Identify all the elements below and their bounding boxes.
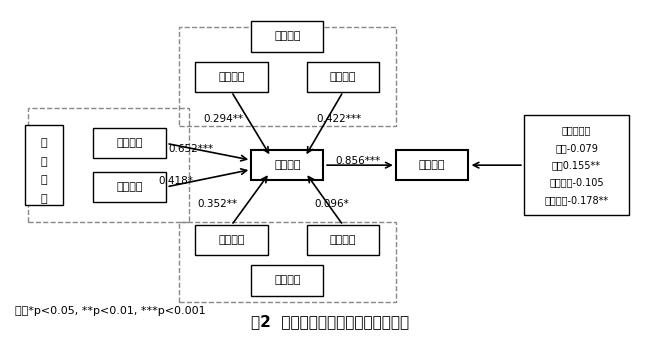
Text: 群聚效应: 群聚效应 — [330, 235, 356, 245]
Text: 0.422***: 0.422*** — [316, 114, 361, 124]
Text: 态度因素: 态度因素 — [274, 31, 300, 41]
Text: 注：*p<0.05, **p<0.01, ***p<0.001: 注：*p<0.05, **p<0.01, ***p<0.001 — [15, 306, 205, 315]
Text: 感知有用: 感知有用 — [218, 71, 245, 82]
Text: 自感健康-0.178**: 自感健康-0.178** — [544, 195, 609, 205]
Bar — [195, 62, 267, 92]
Text: 分享行为: 分享行为 — [418, 160, 445, 170]
Text: 分享意愿: 分享意愿 — [274, 160, 300, 170]
Text: 0.294**: 0.294** — [203, 114, 244, 124]
Text: 教育程度-0.105: 教育程度-0.105 — [549, 178, 604, 187]
Text: 控制变量：: 控制变量： — [562, 125, 591, 135]
Text: 0.418*: 0.418* — [158, 176, 193, 186]
Bar — [307, 225, 380, 255]
Text: 0.652***: 0.652*** — [168, 144, 213, 154]
Bar — [251, 266, 323, 296]
Bar — [25, 125, 63, 205]
Bar — [28, 108, 189, 222]
Text: 0.352**: 0.352** — [197, 198, 237, 209]
Text: 值: 值 — [41, 157, 48, 167]
Text: 价: 价 — [41, 139, 48, 148]
Bar — [307, 62, 380, 92]
Bar — [251, 22, 323, 52]
Bar — [396, 150, 468, 180]
Bar — [524, 115, 629, 215]
Text: 信息质量: 信息质量 — [330, 71, 356, 82]
Text: 性别-0.079: 性别-0.079 — [555, 143, 598, 153]
Text: 环境因素: 环境因素 — [274, 275, 300, 285]
Text: 社会支持: 社会支持 — [218, 235, 245, 245]
Text: 自我效能: 自我效能 — [116, 139, 143, 148]
Text: 年龄0.155**: 年龄0.155** — [552, 160, 601, 170]
Bar — [94, 172, 166, 202]
Text: 素: 素 — [41, 193, 48, 204]
Bar — [251, 150, 323, 180]
Text: 图2  结构方程模型的标准化路径系数: 图2 结构方程模型的标准化路径系数 — [251, 315, 409, 330]
Bar — [179, 222, 396, 302]
Text: 因: 因 — [41, 175, 48, 185]
Text: 感知收益: 感知收益 — [116, 182, 143, 192]
Bar — [179, 27, 396, 126]
Bar — [94, 128, 166, 158]
Text: 0.096*: 0.096* — [315, 198, 349, 209]
Bar — [195, 225, 267, 255]
Text: 0.856***: 0.856*** — [335, 156, 380, 166]
